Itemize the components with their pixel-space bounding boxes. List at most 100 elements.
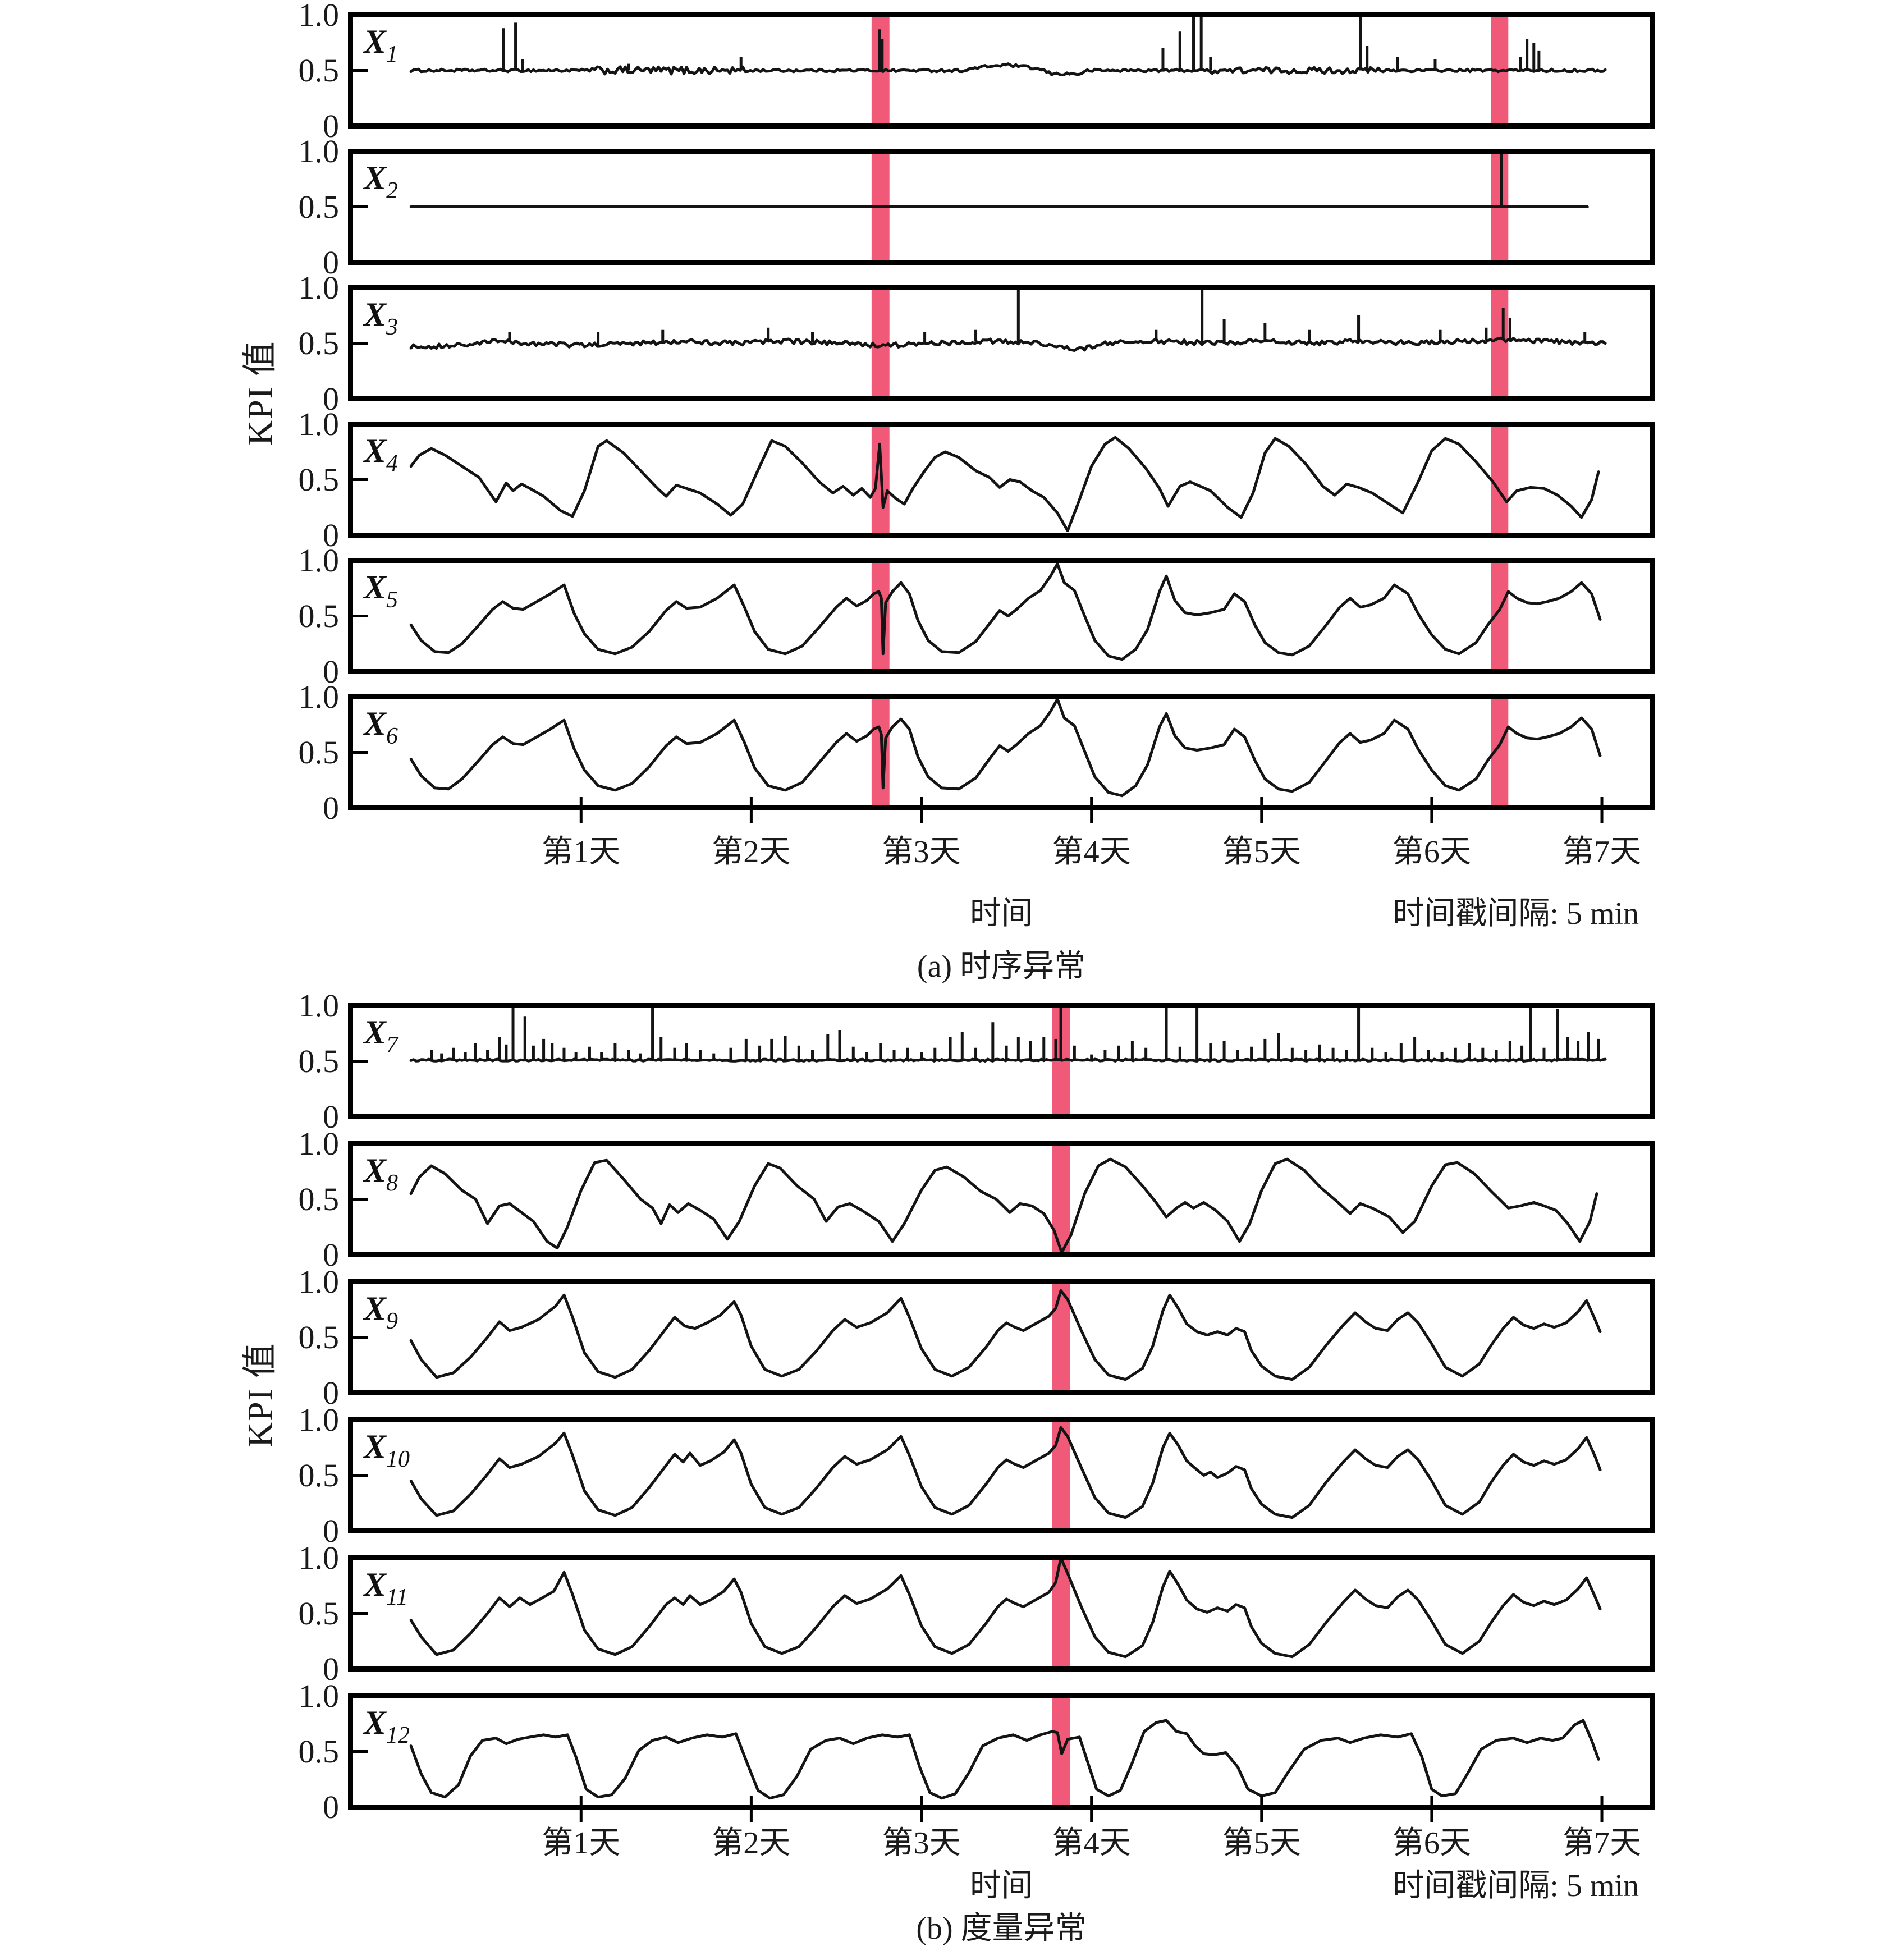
plot-area-x8: X8 — [348, 1141, 1655, 1257]
subplot-label-x12: X12 — [363, 1704, 410, 1748]
plot-border — [348, 1693, 1655, 1810]
plot-area-x3: X3 — [348, 285, 1655, 401]
anomaly-band — [1052, 1422, 1070, 1528]
subplot-x10: 1.0 0.5 0 X10 — [245, 1403, 1659, 1547]
x-axis-tick-labels-panel-b: 第1天 第2天 第3天 第4天 第5天 第6天 第7天 — [348, 1817, 1655, 1861]
y-tick-label: 1.0 — [298, 132, 340, 170]
plot-border — [348, 1555, 1655, 1672]
plot-area-x5: X5 — [348, 558, 1655, 674]
x-tick-label-day6: 第6天 — [1392, 835, 1471, 869]
y-tick-labels: 1.0 0.5 0 — [245, 989, 342, 1133]
kpi-line-x11 — [409, 1556, 1602, 1659]
y-tick-label: 1.0 — [298, 0, 340, 33]
subplot-x8: 1.0 0.5 0 X8 — [245, 1127, 1659, 1271]
anomaly-band — [1491, 427, 1509, 533]
y-tick-labels: 1.0 0.5 0 — [245, 1265, 342, 1409]
anomaly-band — [1052, 1560, 1070, 1666]
y-tick-label: 1.0 — [298, 542, 340, 579]
y-tick-label: 1.0 — [298, 269, 340, 306]
y-tick-label: 0.5 — [298, 1180, 340, 1217]
y-tick-labels: 1.0 0.5 0 — [245, 1403, 342, 1547]
plot-area-x10: X10 — [348, 1417, 1655, 1533]
anomaly-band — [1491, 290, 1509, 396]
y-tick-label: 0 — [323, 1650, 339, 1687]
kpi-line-x6 — [409, 698, 1602, 798]
caption-panel-a: (a) 时序异常 — [917, 949, 1086, 984]
y-tick-label: 1.0 — [298, 1401, 340, 1438]
timestamp-interval-note-panel-a: 时间戳间隔: 5 min — [1393, 896, 1639, 931]
subplot-x4: 1.0 0.5 0 X4 — [245, 407, 1659, 551]
kpi-line-x1 — [409, 62, 1607, 76]
caption-panel-b: (b) 度量异常 — [916, 1911, 1087, 1946]
y-tick-label: 1.0 — [298, 1125, 340, 1162]
y-tick-label: 0.5 — [298, 52, 340, 89]
y-tick-labels: 1.0 0.5 0 — [245, 1541, 342, 1685]
y-tick-label: 1.0 — [298, 1263, 340, 1300]
anomaly-band — [1052, 1146, 1070, 1252]
subplot-label-x10: X10 — [363, 1428, 410, 1472]
y-tick-labels: 1.0 0.5 0 — [245, 544, 342, 688]
subplot-label-x1: X1 — [363, 23, 398, 67]
plot-border — [348, 558, 1655, 674]
plot-border — [348, 694, 1655, 810]
plot-area-x7: X7 — [348, 1003, 1655, 1119]
subplot-label-x3: X3 — [363, 296, 398, 340]
timestamp-interval-note-panel-b: 时间戳间隔: 5 min — [1393, 1869, 1639, 1903]
plot-border — [348, 12, 1655, 129]
subplot-x5: 1.0 0.5 0 X5 — [245, 544, 1659, 688]
x-tick-label-day7: 第7天 — [1563, 1826, 1642, 1861]
kpi-line-x9 — [409, 1289, 1602, 1381]
x-tick-label-day7: 第7天 — [1563, 835, 1642, 869]
x-axis-label-panel-a: 时间 — [970, 896, 1033, 931]
subplot-label-x8: X8 — [363, 1152, 398, 1196]
y-tick-labels: 1.0 0.5 0 — [245, 1127, 342, 1271]
x-axis-tick-labels-panel-a: 第1天 第2天 第3天 第4天 第5天 第6天 第7天 — [348, 826, 1655, 869]
plot-area-x12: X12 — [348, 1693, 1655, 1822]
plot-border — [348, 285, 1655, 401]
x-tick-label-day6: 第6天 — [1392, 1826, 1471, 1861]
x-tick-label-day1: 第1天 — [542, 1826, 621, 1861]
plot-border — [348, 422, 1655, 538]
plot-area-x11: X11 — [348, 1555, 1655, 1672]
y-tick-label: 0.5 — [298, 1733, 340, 1770]
y-tick-label: 1.0 — [298, 1539, 340, 1576]
y-tick-labels: 1.0 0.5 0 — [245, 1679, 342, 1823]
y-tick-label: 1.0 — [298, 678, 340, 715]
plot-border — [348, 149, 1655, 265]
subplot-x2: 1.0 0.5 0 X2 — [245, 135, 1659, 278]
x-tick-label-day5: 第5天 — [1222, 1826, 1301, 1861]
plot-area-x1: X1 — [348, 12, 1655, 129]
subplot-label-x11: X11 — [363, 1566, 408, 1610]
y-tick-label: 0 — [323, 1098, 339, 1135]
y-tick-label: 1.0 — [298, 1677, 340, 1714]
x-tick-label-day5: 第5天 — [1222, 835, 1301, 869]
subplot-label-x4: X4 — [363, 432, 398, 477]
y-tick-label: 0 — [323, 789, 339, 826]
x-tick-label-day2: 第2天 — [712, 1826, 791, 1861]
subplot-label-x9: X9 — [363, 1290, 398, 1334]
subplot-x12: 1.0 0.5 0 X12 — [245, 1679, 1659, 1823]
y-tick-label: 0 — [323, 380, 339, 417]
x-tick-label-day3: 第3天 — [882, 835, 961, 869]
plot-border — [348, 1141, 1655, 1257]
subplot-x9: 1.0 0.5 0 X9 — [245, 1265, 1659, 1409]
y-tick-label: 0 — [323, 1512, 339, 1549]
y-tick-labels: 1.0 0.5 0 — [245, 271, 342, 415]
y-tick-label: 0.5 — [298, 1042, 340, 1079]
y-tick-labels: 1.0 0.5 0 — [245, 680, 342, 824]
y-tick-labels: 1.0 0.5 0 — [245, 407, 342, 551]
subplot-x6: 1.0 0.5 0 X6 — [245, 680, 1659, 824]
subplot-label-x6: X6 — [363, 705, 398, 749]
anomaly-band — [1052, 1284, 1070, 1390]
kpi-line-x4 — [409, 436, 1600, 533]
y-tick-label: 0.5 — [298, 461, 340, 498]
y-tick-label: 1.0 — [298, 987, 340, 1024]
y-tick-label: 0.5 — [298, 324, 340, 361]
subplot-x11: 1.0 0.5 0 X11 — [245, 1541, 1659, 1685]
subplot-label-x7: X7 — [363, 1014, 399, 1058]
x-tick-label-day4: 第4天 — [1052, 835, 1131, 869]
x-tick-label-day1: 第1天 — [542, 835, 621, 869]
x-tick-label-day3: 第3天 — [882, 1826, 961, 1861]
y-tick-label: 0.5 — [298, 597, 340, 634]
